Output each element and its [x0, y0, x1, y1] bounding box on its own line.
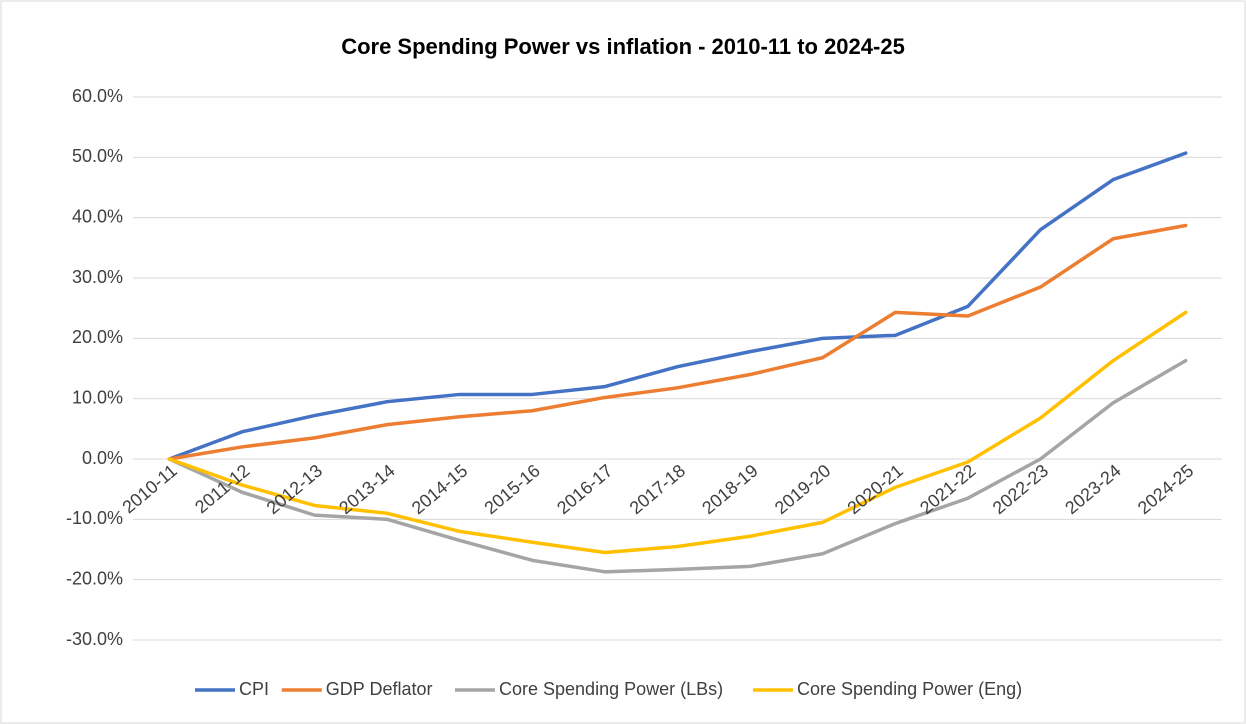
- series-line: [167, 223, 1188, 461]
- series-line: [167, 310, 1188, 555]
- y-tick-label: 60.0%: [72, 86, 123, 106]
- chart-title: Core Spending Power vs inflation - 2010-…: [341, 34, 905, 59]
- y-tick-label: 30.0%: [72, 267, 123, 287]
- y-tick-label: -10.0%: [66, 508, 123, 528]
- y-tick-label: 40.0%: [72, 206, 123, 226]
- legend-label: CPI: [239, 679, 269, 699]
- series-line: [167, 151, 1188, 461]
- legend-label: Core Spending Power (LBs): [499, 679, 723, 699]
- legend-label: GDP Deflator: [326, 679, 433, 699]
- y-tick-label: -30.0%: [66, 629, 123, 649]
- y-tick-label: 10.0%: [72, 387, 123, 407]
- series-line: [167, 358, 1188, 574]
- legend-label: Core Spending Power (Eng): [797, 679, 1022, 699]
- y-tick-label: 50.0%: [72, 146, 123, 166]
- y-tick-label: 20.0%: [72, 327, 123, 347]
- y-tick-label: -20.0%: [66, 568, 123, 588]
- y-tick-label: 0.0%: [82, 448, 123, 468]
